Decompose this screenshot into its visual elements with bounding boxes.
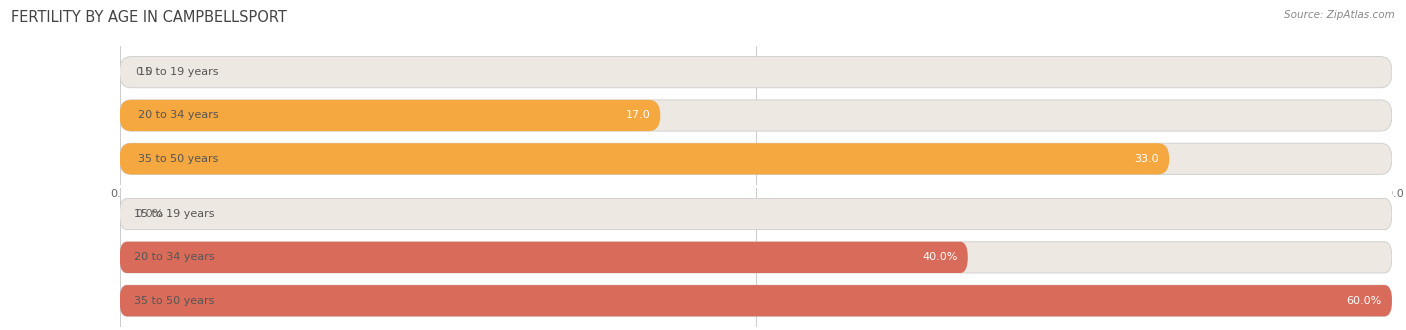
Text: 0.0: 0.0 — [135, 67, 152, 77]
Text: 33.0: 33.0 — [1135, 154, 1159, 164]
FancyBboxPatch shape — [120, 242, 1392, 273]
Text: 20 to 34 years: 20 to 34 years — [134, 252, 215, 262]
Text: FERTILITY BY AGE IN CAMPBELLSPORT: FERTILITY BY AGE IN CAMPBELLSPORT — [11, 10, 287, 25]
FancyBboxPatch shape — [120, 242, 967, 273]
FancyBboxPatch shape — [120, 100, 661, 131]
Text: 15 to 19 years: 15 to 19 years — [134, 209, 215, 219]
Text: 35 to 50 years: 35 to 50 years — [134, 296, 215, 306]
Text: 40.0%: 40.0% — [922, 252, 957, 262]
FancyBboxPatch shape — [120, 143, 1170, 175]
FancyBboxPatch shape — [120, 285, 1392, 316]
Text: 17.0: 17.0 — [626, 111, 650, 120]
Text: 15 to 19 years: 15 to 19 years — [138, 67, 219, 77]
FancyBboxPatch shape — [120, 199, 1392, 230]
Text: 60.0%: 60.0% — [1347, 296, 1382, 306]
FancyBboxPatch shape — [120, 285, 1392, 316]
FancyBboxPatch shape — [120, 57, 1392, 88]
Text: Source: ZipAtlas.com: Source: ZipAtlas.com — [1284, 10, 1395, 20]
Text: 0.0%: 0.0% — [135, 209, 163, 219]
Text: 20 to 34 years: 20 to 34 years — [138, 111, 219, 120]
FancyBboxPatch shape — [120, 100, 1392, 131]
FancyBboxPatch shape — [120, 143, 1392, 175]
Text: 35 to 50 years: 35 to 50 years — [138, 154, 219, 164]
